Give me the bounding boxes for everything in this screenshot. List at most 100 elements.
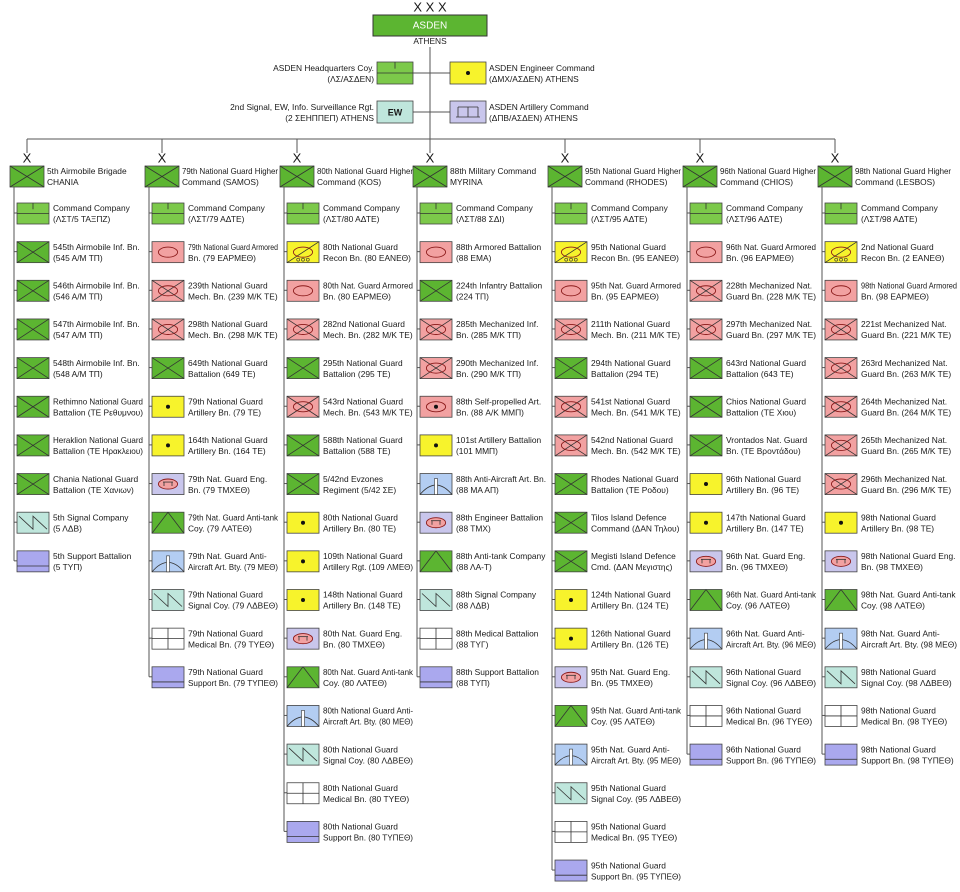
- symbol-frame: [376, 100, 414, 124]
- staff-label: 2nd Signal, EW, Info. Surveillance Rgt.: [230, 102, 374, 112]
- symbol-ellipse: [425, 401, 447, 413]
- symbol-ellipse: [560, 401, 582, 413]
- unit-label: 95th Nat. Guard Armored: [591, 281, 681, 291]
- unit-label: 263rd Mechanized Nat.: [861, 358, 948, 368]
- symbol-ellipse: [830, 478, 852, 490]
- unit-label: Support Bn. (96 ΤΥΠΕΘ): [726, 755, 816, 765]
- column-head: 88th Military Command: [450, 166, 536, 176]
- unit-symbol: [286, 782, 320, 805]
- unit-label: (88 ΤΥΓ): [456, 639, 489, 649]
- unit-symbol: [689, 705, 723, 727]
- symbol-zigzag: [153, 592, 183, 608]
- symbol-frame: [286, 666, 320, 689]
- unit-label: Signal Coy. (80 ΛΔΒΕΘ): [323, 755, 413, 765]
- unit-symbol: [286, 279, 320, 302]
- unit-label: (88 ΕΜΑ): [456, 253, 492, 263]
- symbol-line: [286, 357, 320, 379]
- unit-label: Signal Coy. (98 ΛΔΒΕΘ): [861, 678, 952, 688]
- unit-label: 98th National Guard: [861, 667, 936, 677]
- unit-label: Vrontados Nat. Guard: [726, 435, 807, 445]
- unit-symbol: [824, 395, 858, 418]
- unit-symbol: [824, 241, 858, 264]
- unit-symbol: [286, 202, 320, 225]
- wheel: [569, 257, 573, 262]
- unit-label: 126th National Guard: [591, 628, 671, 638]
- symbol-zigzag: [18, 515, 48, 531]
- symbol-ellipse: [157, 323, 179, 335]
- unit-label: Battalion (ΤΕ Ηρακλειου): [53, 446, 143, 456]
- unit-label: 88th Medical Battalion: [456, 628, 539, 638]
- unit-symbol: [554, 666, 588, 689]
- unit-label: 95th National Guard: [591, 783, 666, 793]
- echelon: X: [831, 150, 840, 165]
- unit-label: 239th National Guard: [188, 281, 268, 291]
- unit-symbol: [419, 434, 453, 457]
- unit-symbol: [824, 627, 858, 650]
- symbol-ellipse: [560, 671, 582, 683]
- unit-symbol: [286, 821, 320, 843]
- unit-label: Support Bn. (95 ΤΥΠΕΘ): [591, 871, 681, 881]
- symbol-frame: [689, 743, 723, 766]
- symbol-line: [286, 241, 320, 263]
- unit-label: Battalion (295 ΤΕ): [323, 369, 391, 379]
- unit-symbol: [419, 589, 453, 611]
- unit-label: Regiment (5/42 ΣΕ): [323, 485, 396, 495]
- symbol-frame: [419, 666, 453, 689]
- staff-label: ASDEN Artillery Command: [489, 102, 589, 112]
- symbol-dot: [301, 559, 305, 564]
- unit-label: 221st Mechanized Nat.: [861, 319, 947, 329]
- symbol-line: [547, 165, 583, 188]
- symbol-ellipse: [425, 246, 447, 258]
- unit-label: Guard Bn. (265 Μ/Κ ΤΕ): [861, 446, 951, 456]
- unit-label: 88th Support Battalion: [456, 667, 539, 677]
- symbol-zigzag: [421, 592, 451, 608]
- symbol-gun: [569, 748, 573, 766]
- unit-symbol: [9, 165, 45, 188]
- unit-label: Battalion (ΤΕ Χανιων): [53, 485, 134, 495]
- unit-label: 80th Nat. Guard Eng.: [323, 628, 402, 638]
- unit-label: 228th Mechanized Nat.: [726, 281, 812, 291]
- unit-symbol: [824, 473, 858, 495]
- symbol-frame: [151, 511, 185, 534]
- symbol-frame: [689, 241, 723, 264]
- unit-label: (548 Α/Μ ΤΠ): [53, 369, 103, 379]
- symbol-line: [419, 357, 453, 379]
- symbol-dot: [166, 404, 170, 409]
- unit-label: 79th Nat. Guard Anti-: [188, 551, 267, 561]
- unit-label: Signal Coy. (95 ΛΔΒΕΘ): [591, 794, 681, 804]
- symbol-ellipse: [560, 246, 582, 258]
- symbol-ellipse: [425, 362, 447, 374]
- staff-label: (ΔΜΧ/ΑΣΔΕΝ) ATHENS: [489, 74, 579, 84]
- unit-label: 211th National Guard: [591, 319, 670, 329]
- wheel: [305, 257, 310, 262]
- unit-label: (ΛΣΤ/79 ΑΔΤΕ): [188, 214, 245, 224]
- unit-symbol: [419, 473, 453, 495]
- unit-symbol: [286, 395, 320, 418]
- unit-symbol: [554, 627, 588, 650]
- unit-label: Bn. (290 Μ/Κ ΤΠ): [456, 369, 521, 379]
- unit-label: Artillery Bn. (148 ΤΕ): [323, 601, 401, 611]
- symbol-line: [151, 318, 185, 341]
- hq-box: [372, 14, 488, 37]
- symbol-line: [16, 434, 50, 457]
- unit-label: Medical Bn. (95 ΤΥΕΘ): [591, 833, 677, 843]
- unit-label: 96th Nat. Guard Armored: [726, 242, 816, 252]
- unit-label: Mech. Bn. (542 Μ/Κ ΤΕ): [591, 446, 681, 456]
- symbol-dot: [301, 598, 305, 602]
- unit-label: 80th Nat. Guard Armored: [323, 281, 413, 291]
- symbol-dot: [569, 598, 573, 602]
- unit-label: Medical Bn. (98 ΤΥΕΘ): [861, 717, 947, 727]
- symbol-line: [554, 357, 588, 379]
- unit-label: (ΛΣΤ/88 ΣΔΙ): [456, 214, 505, 224]
- echelon: X X X: [413, 0, 447, 14]
- unit-label: (224 ΤΠ): [456, 292, 489, 302]
- symbol-line: [279, 165, 315, 188]
- unit-label: Guard Bn. (296 Μ/Κ ΤΕ): [861, 485, 951, 495]
- unit-label: Artillery Bn. (79 ΤΕ): [188, 407, 261, 417]
- unit-label: 95th National Guard: [591, 822, 666, 832]
- symbol-line: [16, 357, 50, 379]
- unit-label: (ΛΣΤ/96 ΑΔΤΕ): [726, 214, 783, 224]
- symbol-line: [286, 473, 320, 495]
- unit-label: Coy. (80 ΛΑΤΕΘ): [323, 678, 387, 688]
- symbol-line: [689, 318, 723, 341]
